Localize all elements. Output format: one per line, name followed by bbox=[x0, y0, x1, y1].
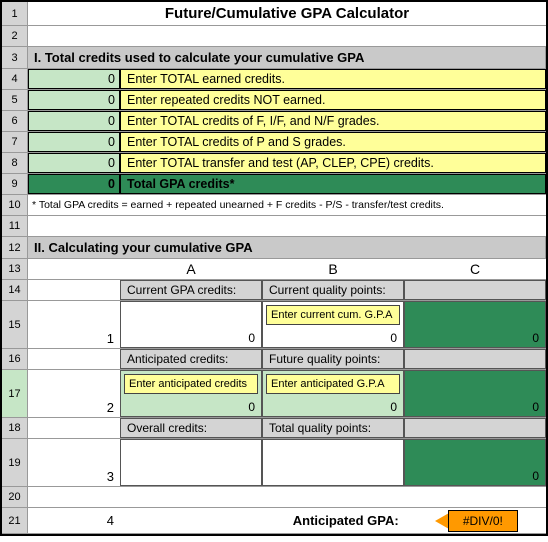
total-quality-points-label: Total quality points: bbox=[262, 418, 404, 438]
earned-credits-input[interactable]: 0 bbox=[28, 69, 120, 89]
current-gpa-credits-label: Current GPA credits: bbox=[120, 280, 262, 300]
anticipated-credits-hint[interactable]: Enter anticipated credits bbox=[124, 374, 258, 394]
r4-num: 4 bbox=[28, 511, 120, 530]
ps-credits-label: Enter TOTAL credits of P and S grades. bbox=[120, 132, 546, 152]
row-21: 21 4 Anticipated GPA: #DIV/0! bbox=[2, 508, 546, 534]
total-quality-points-value bbox=[262, 439, 404, 486]
error-value: #DIV/0! bbox=[448, 510, 518, 532]
row-header-10[interactable]: 10 bbox=[2, 195, 28, 215]
r3-num: 3 bbox=[28, 439, 120, 486]
transfer-credits-label: Enter TOTAL transfer and test (AP, CLEP,… bbox=[120, 153, 546, 173]
row-header-14[interactable]: 14 bbox=[2, 280, 28, 300]
anticipated-credits-cell[interactable]: Enter anticipated credits 0 bbox=[120, 370, 262, 417]
row-13: 13 A B C bbox=[2, 259, 546, 280]
row-header-5[interactable]: 5 bbox=[2, 90, 28, 110]
row-header-8[interactable]: 8 bbox=[2, 153, 28, 173]
row-2: 2 bbox=[2, 26, 546, 47]
section1-header: I. Total credits used to calculate your … bbox=[28, 47, 546, 68]
anticipated-gpa-result: #DIV/0! bbox=[407, 510, 546, 532]
section2-header: II. Calculating your cumulative GPA bbox=[28, 237, 546, 258]
col-c-header: C bbox=[404, 259, 546, 279]
row-header-11[interactable]: 11 bbox=[2, 216, 28, 236]
repeated-credits-input[interactable]: 0 bbox=[28, 90, 120, 110]
row-5: 5 0 Enter repeated credits NOT earned. bbox=[2, 90, 546, 111]
row-header-7[interactable]: 7 bbox=[2, 132, 28, 152]
row-19: 19 3 0 bbox=[2, 439, 546, 487]
arrow-left-icon bbox=[435, 513, 449, 529]
row-6: 6 0 Enter TOTAL credits of F, I/F, and N… bbox=[2, 111, 546, 132]
row-header-19[interactable]: 19 bbox=[2, 439, 28, 486]
row-header-16[interactable]: 16 bbox=[2, 349, 28, 369]
future-quality-points-label: Future quality points: bbox=[262, 349, 404, 369]
row-header-13[interactable]: 13 bbox=[2, 259, 28, 279]
row-11: 11 bbox=[2, 216, 546, 237]
row-8: 8 0 Enter TOTAL transfer and test (AP, C… bbox=[2, 153, 546, 174]
row-header-18[interactable]: 18 bbox=[2, 418, 28, 438]
anticipated-credits-label: Anticipated credits: bbox=[120, 349, 262, 369]
ps-credits-input[interactable]: 0 bbox=[28, 132, 120, 152]
r1-c-value: 0 bbox=[404, 301, 546, 348]
row-header-3[interactable]: 3 bbox=[2, 47, 28, 68]
earned-credits-label: Enter TOTAL earned credits. bbox=[120, 69, 546, 89]
transfer-credits-input[interactable]: 0 bbox=[28, 153, 120, 173]
current-quality-points-label: Current quality points: bbox=[262, 280, 404, 300]
row-header-9[interactable]: 9 bbox=[2, 174, 28, 194]
page-title: Future/Cumulative GPA Calculator bbox=[28, 2, 546, 25]
row-20: 20 bbox=[2, 487, 546, 508]
r2-c-value: 0 bbox=[404, 370, 546, 417]
row-10: 10 * Total GPA credits = earned + repeat… bbox=[2, 195, 546, 216]
current-gpa-hint[interactable]: Enter current cum. G.P.A bbox=[266, 305, 400, 325]
row-header-6[interactable]: 6 bbox=[2, 111, 28, 131]
row-14: 14 Current GPA credits: Current quality … bbox=[2, 280, 546, 301]
col-a-header: A bbox=[120, 259, 262, 279]
r1-c-spacer bbox=[404, 280, 546, 300]
current-gpa-credits-input[interactable]: 0 bbox=[120, 301, 262, 348]
row-18: 18 Overall credits: Total quality points… bbox=[2, 418, 546, 439]
r3-c-value: 0 bbox=[404, 439, 546, 486]
anticipated-gpa-label: Anticipated GPA: bbox=[120, 513, 407, 528]
row-4: 4 0 Enter TOTAL earned credits. bbox=[2, 69, 546, 90]
total-credits-value: 0 bbox=[28, 174, 120, 194]
overall-credits-value bbox=[120, 439, 262, 486]
repeated-credits-label: Enter repeated credits NOT earned. bbox=[120, 90, 546, 110]
row-1: 1 Future/Cumulative GPA Calculator bbox=[2, 2, 546, 26]
row-17: 17 2 Enter anticipated credits 0 Enter a… bbox=[2, 370, 546, 418]
col-b-header: B bbox=[262, 259, 404, 279]
row-header-20[interactable]: 20 bbox=[2, 487, 28, 507]
row-7: 7 0 Enter TOTAL credits of P and S grade… bbox=[2, 132, 546, 153]
overall-credits-label: Overall credits: bbox=[120, 418, 262, 438]
row-header-17[interactable]: 17 bbox=[2, 370, 28, 417]
row-12: 12 II. Calculating your cumulative GPA bbox=[2, 237, 546, 259]
f-credits-input[interactable]: 0 bbox=[28, 111, 120, 131]
row-15: 15 1 0 Enter current cum. G.P.A 0 0 bbox=[2, 301, 546, 349]
total-credits-label: Total GPA credits* bbox=[120, 174, 546, 194]
row-header-4[interactable]: 4 bbox=[2, 69, 28, 89]
r2-num: 2 bbox=[28, 370, 120, 417]
f-credits-label: Enter TOTAL credits of F, I/F, and N/F g… bbox=[120, 111, 546, 131]
spreadsheet: 1 Future/Cumulative GPA Calculator 2 3 I… bbox=[0, 0, 548, 536]
anticipated-gpa-hint[interactable]: Enter anticipated G.P.A bbox=[266, 374, 400, 394]
row-3: 3 I. Total credits used to calculate you… bbox=[2, 47, 546, 69]
row-header-21[interactable]: 21 bbox=[2, 508, 28, 533]
r1-num: 1 bbox=[28, 301, 120, 348]
row-header-1[interactable]: 1 bbox=[2, 2, 28, 25]
row-header-2[interactable]: 2 bbox=[2, 26, 28, 46]
current-quality-points-cell[interactable]: Enter current cum. G.P.A 0 bbox=[262, 301, 404, 348]
r2-c-spacer bbox=[404, 349, 546, 369]
row-9: 9 0 Total GPA credits* bbox=[2, 174, 546, 195]
anticipated-gpa-cell[interactable]: Enter anticipated G.P.A 0 bbox=[262, 370, 404, 417]
r3-c-spacer bbox=[404, 418, 546, 438]
row-16: 16 Anticipated credits: Future quality p… bbox=[2, 349, 546, 370]
row-header-12[interactable]: 12 bbox=[2, 237, 28, 258]
row-header-15[interactable]: 15 bbox=[2, 301, 28, 348]
footnote: * Total GPA credits = earned + repeated … bbox=[28, 197, 546, 213]
